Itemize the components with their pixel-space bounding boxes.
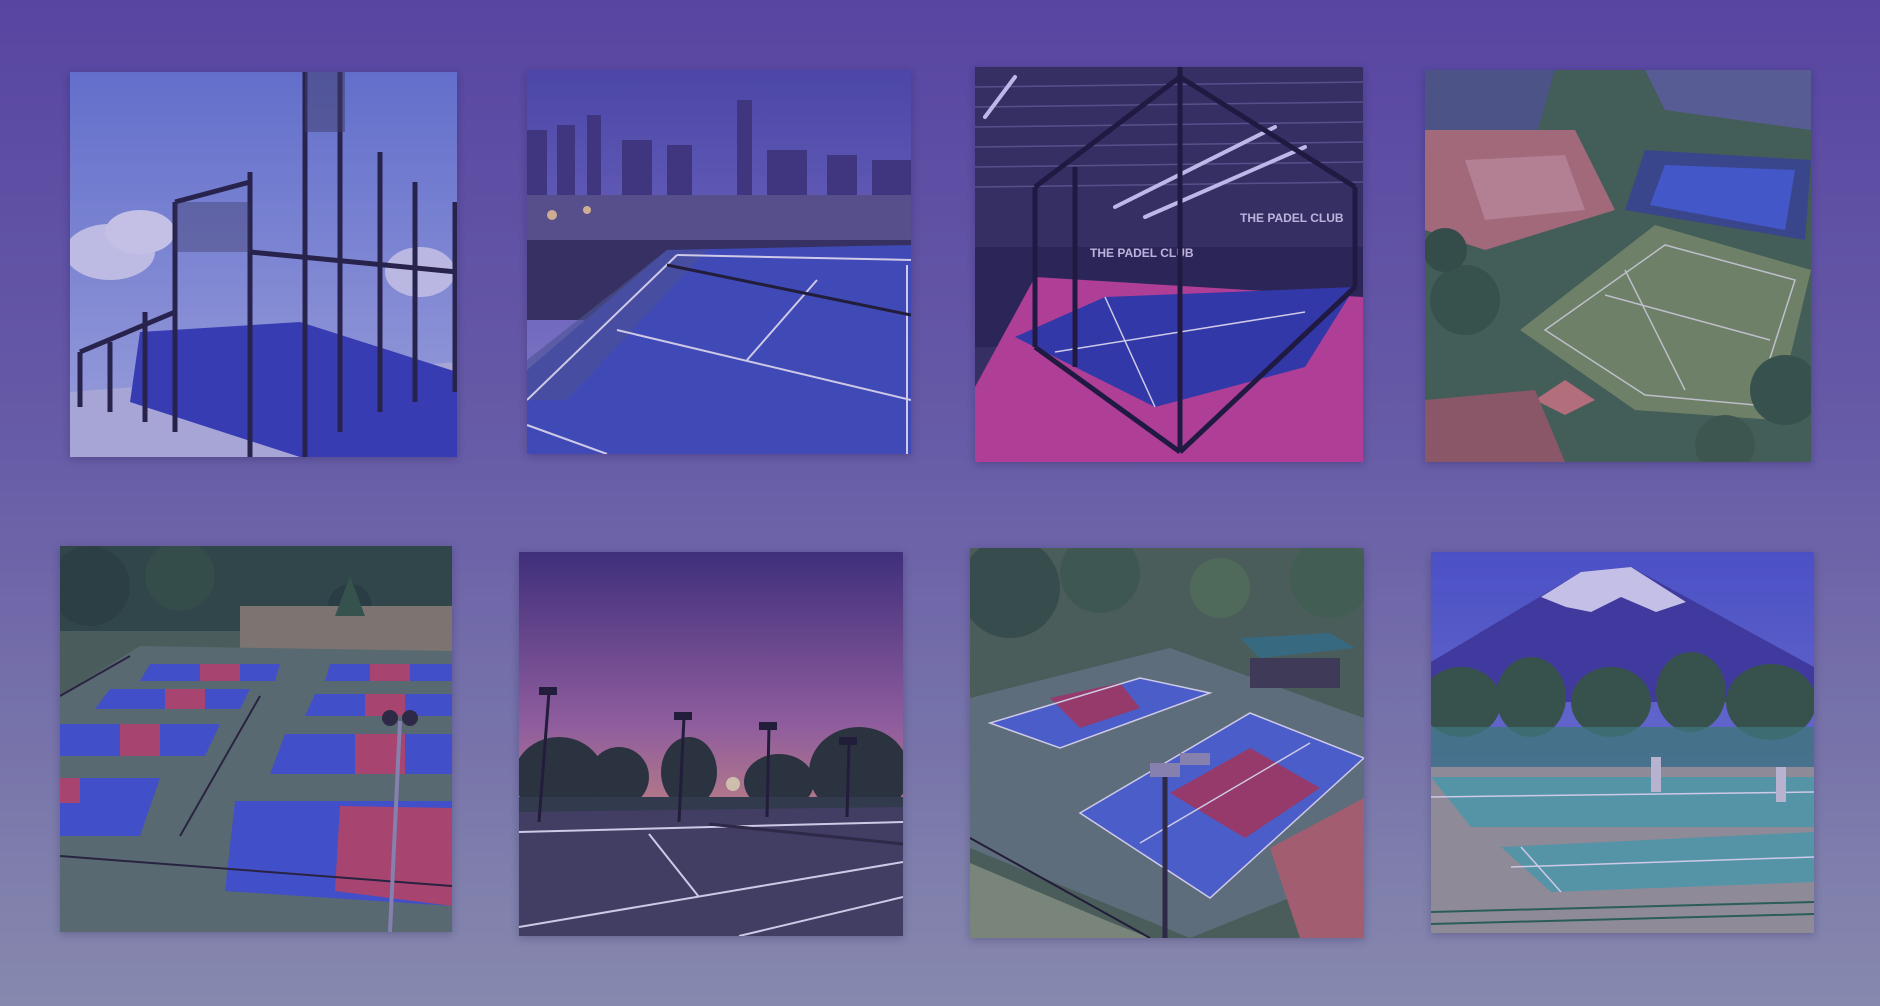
gallery-image-pickleball-pavilion[interactable] [970,548,1364,938]
aerial-pickleball-picture [60,546,452,932]
aerial-grass-courts-picture [1425,70,1811,462]
gallery-image-sunset-tennis[interactable] [519,552,903,936]
gallery-image-indoor-padel[interactable]: THE PADEL CLUB THE PADEL CLUB [975,67,1363,462]
gallery-image-aerial-pickleball[interactable] [60,546,452,932]
indoor-padel-picture: THE PADEL CLUB THE PADEL CLUB [975,67,1363,462]
rooftop-tennis-picture [527,70,911,454]
fuji-tennis-picture [1431,552,1814,933]
padel-club-sign-left: THE PADEL CLUB [1090,246,1194,260]
gallery-image-fuji-tennis[interactable] [1431,552,1814,933]
pickleball-pavilion-picture [970,548,1364,938]
sunset-tennis-picture [519,552,903,936]
gallery-image-rooftop-tennis[interactable] [527,70,911,454]
padel-court-picture [70,72,457,457]
padel-club-sign-right: THE PADEL CLUB [1240,211,1344,225]
gallery-image-padel-glass-court[interactable] [70,72,457,457]
gallery-image-aerial-grass-courts[interactable] [1425,70,1811,462]
